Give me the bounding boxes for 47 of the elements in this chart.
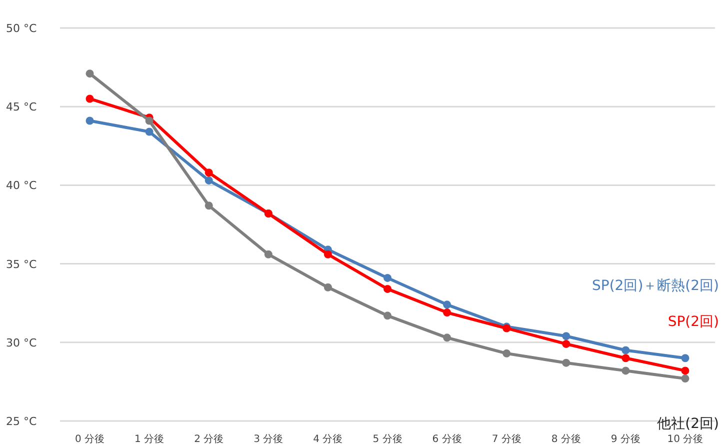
text: SP(2回) — [668, 314, 719, 330]
x-tick-label: 7 分後 — [492, 433, 522, 445]
point — [264, 250, 272, 258]
x-tick-label: 5 分後 — [372, 433, 402, 445]
x-tick-label: 8 分後 — [551, 433, 581, 445]
point — [562, 340, 570, 348]
y-tick-label: 30 °C — [6, 336, 37, 350]
point — [384, 284, 392, 293]
point — [443, 308, 452, 317]
point — [443, 334, 452, 342]
x-tick-label: 6 分後 — [432, 433, 462, 445]
x-tick-label: 10 分後 — [667, 433, 704, 445]
text: SP(2回)＋断熱(2回) — [592, 278, 719, 294]
point — [622, 366, 630, 375]
point — [443, 300, 452, 309]
point — [324, 283, 332, 292]
point — [681, 354, 690, 362]
point — [384, 274, 392, 282]
point — [145, 116, 154, 125]
y-tick-label: 40 °C — [6, 179, 37, 192]
text: 他社(2回) — [657, 416, 719, 432]
point — [86, 94, 94, 103]
x-tick-label: 2 分後 — [194, 433, 224, 445]
y-tick-label: 25 °C — [6, 415, 37, 428]
x-tick-label: 1 分後 — [134, 433, 164, 445]
point — [204, 168, 213, 177]
point — [622, 354, 630, 362]
y-tick-label: 35 °C — [6, 258, 37, 271]
point — [384, 312, 392, 320]
point — [622, 346, 630, 354]
y-tick-label: 45 °C — [6, 100, 37, 114]
point — [562, 332, 570, 340]
point — [562, 358, 570, 367]
point — [86, 116, 94, 125]
point — [324, 250, 332, 258]
x-tick-label: 9 分後 — [610, 433, 640, 445]
point — [86, 70, 94, 78]
y-tick-label: 50 °C — [6, 22, 37, 35]
point — [145, 128, 154, 136]
point — [502, 349, 511, 358]
point — [204, 202, 213, 210]
point — [204, 176, 213, 184]
x-tick-label: 3 分後 — [254, 433, 284, 445]
x-tick-label: 4 分後 — [313, 433, 343, 445]
point — [681, 366, 690, 375]
point — [681, 374, 690, 383]
x-tick-label: 0 分後 — [75, 433, 105, 445]
